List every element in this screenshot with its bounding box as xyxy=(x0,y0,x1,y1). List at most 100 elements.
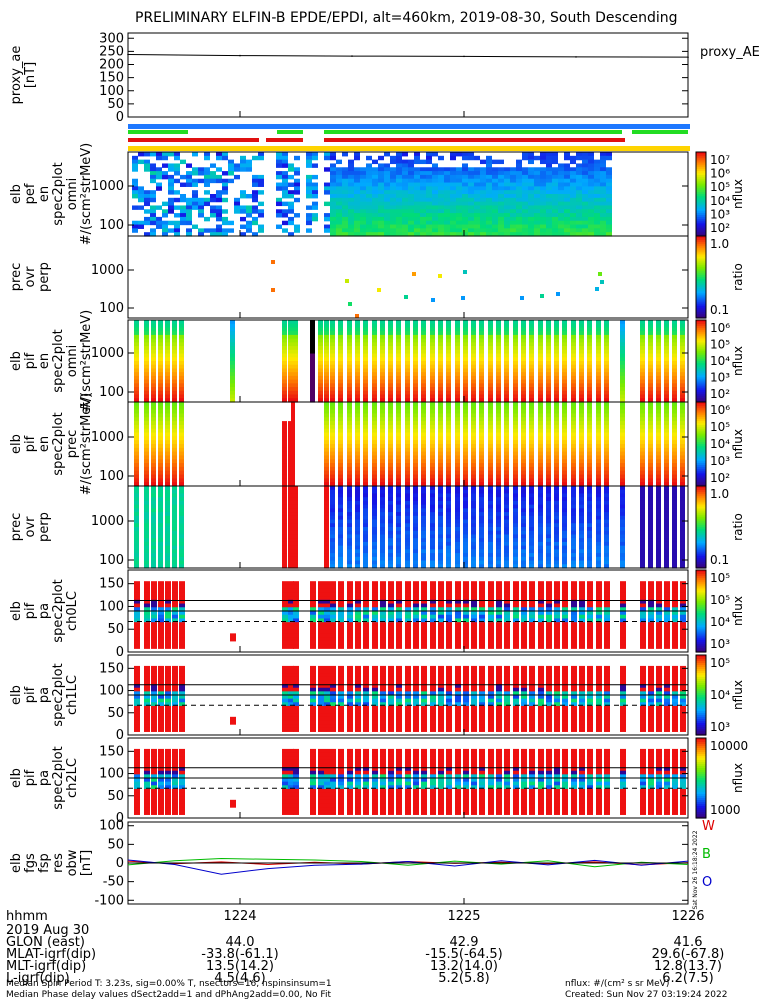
elec-omni-cell xyxy=(204,155,210,161)
ion-omni-cell xyxy=(179,353,184,358)
elec-omni-cell xyxy=(588,197,594,203)
elec-omni-cell xyxy=(186,178,192,184)
ion-prec-cell xyxy=(421,482,426,487)
prec-i-cell xyxy=(421,497,426,502)
orbit-bar-green xyxy=(128,130,188,134)
ion-omni-cell xyxy=(144,327,149,332)
ion-omni-cell xyxy=(604,331,609,336)
ion-omni-cell xyxy=(648,375,653,381)
orbit-bar-green xyxy=(632,130,688,134)
ion-omni-cell xyxy=(421,346,426,351)
ion-prec-cell xyxy=(513,447,518,453)
prec-i-cell xyxy=(282,534,287,539)
elec-omni-colorbar-cell xyxy=(696,181,706,185)
prec-e-colorbar-label: ratio xyxy=(731,263,745,291)
ion-prec-cell xyxy=(421,463,426,468)
ion-prec-cell xyxy=(172,470,177,476)
prec-i-cell xyxy=(455,545,460,550)
prec-e-colorbar-cell xyxy=(696,240,706,243)
ion-omni-cell xyxy=(330,323,335,329)
elec-omni-cell xyxy=(456,209,462,214)
prec-i-cell xyxy=(413,527,418,532)
elec-omni-cell xyxy=(174,171,180,176)
ion-omni-cell xyxy=(463,327,468,332)
elec-omni-cell xyxy=(288,182,294,187)
elec-omni-cell xyxy=(282,155,288,161)
ion-omni-cell xyxy=(620,379,625,384)
ion-prec-cell xyxy=(571,417,576,422)
prec-i-cell xyxy=(421,493,426,498)
prec-i-cell xyxy=(165,489,170,495)
prec-i-cell xyxy=(363,486,368,491)
elec-omni-cell xyxy=(432,228,438,233)
elec-omni-cell xyxy=(432,220,438,226)
ion-prec-cell xyxy=(291,402,295,486)
prec-i-cell xyxy=(562,489,567,495)
ion-prec-cell xyxy=(330,470,335,476)
elec-omni-cell xyxy=(378,186,384,191)
ion-omni-cell xyxy=(546,346,551,351)
elec-omni-cell xyxy=(486,171,492,176)
elec-omni-cell xyxy=(564,167,570,172)
prec-i-cell xyxy=(579,534,584,539)
prec-i-cell xyxy=(521,512,526,517)
elec-omni-cell xyxy=(174,167,180,172)
ion-prec-cell xyxy=(134,428,139,434)
elec-omni-cell xyxy=(534,209,540,214)
ion-omni-colorbar-tick: 10³ xyxy=(710,371,730,385)
elec-omni-cell xyxy=(204,228,210,233)
ion-omni-cell xyxy=(347,327,352,332)
prec-i-cell xyxy=(134,527,139,532)
ion-omni-cell xyxy=(579,338,584,343)
ion-omni-cell xyxy=(538,331,543,336)
ion-omni-cell xyxy=(165,357,170,362)
elec-omni-cell xyxy=(366,178,372,184)
ion-prec-cell xyxy=(372,432,377,437)
elec-omni-cell xyxy=(342,186,348,191)
ion-prec-cell xyxy=(363,451,368,457)
plot-title: PRELIMINARY ELFIN-B EPDE/EPDI, alt=460km… xyxy=(135,10,678,26)
ion-omni-cell xyxy=(396,334,401,340)
ion-prec-cell xyxy=(604,451,609,457)
ion-prec-cell xyxy=(380,428,385,434)
ion-omni-cell xyxy=(172,364,177,370)
ion-omni-cell xyxy=(640,342,645,347)
ion-prec-cell xyxy=(421,413,426,418)
elec-omni-cell xyxy=(306,186,312,191)
ion-prec-cell xyxy=(405,447,410,453)
elec-omni-cell xyxy=(564,194,570,199)
ion-omni-cell xyxy=(521,320,526,325)
ion-omni-cell xyxy=(664,387,669,392)
ion-prec-cell xyxy=(324,428,329,434)
elec-omni-cell xyxy=(468,174,474,180)
prec-i-cell xyxy=(324,512,329,517)
elec-omni-ylabel: elb xyxy=(9,184,24,204)
ion-omni-cell xyxy=(604,375,609,381)
ion-omni-cell xyxy=(388,338,393,343)
prec-i-cell xyxy=(430,556,435,562)
ion-omni-cell xyxy=(293,394,298,399)
ion-prec-cell xyxy=(471,444,476,449)
ion-omni-cell xyxy=(396,394,401,399)
ion-prec-cell xyxy=(355,409,360,415)
prec-i-cell xyxy=(640,512,645,517)
elec-omni-cell xyxy=(168,178,174,184)
ion-prec-cell xyxy=(620,482,625,487)
elec-omni-cell xyxy=(510,213,516,218)
prec-i-cell xyxy=(571,504,576,509)
proxy-ae-ytick-label: 50 xyxy=(107,97,124,112)
ion-omni-cell xyxy=(640,349,645,355)
ion-prec-cell xyxy=(134,455,139,460)
ion-omni-cell xyxy=(158,342,163,347)
ion-prec-cell xyxy=(158,474,163,479)
elec-omni-cell xyxy=(222,182,228,187)
elec-omni-cell xyxy=(150,167,156,172)
elec-omni-cell xyxy=(426,182,432,187)
ion-omni-cell xyxy=(656,361,661,366)
ion-prec-cell xyxy=(282,474,287,479)
ion-omni-cell xyxy=(579,349,584,355)
ion-prec-cell xyxy=(144,444,149,449)
ion-prec-cell xyxy=(324,470,329,476)
ion-prec-cell xyxy=(330,444,335,449)
prec-i-cell xyxy=(571,538,576,543)
